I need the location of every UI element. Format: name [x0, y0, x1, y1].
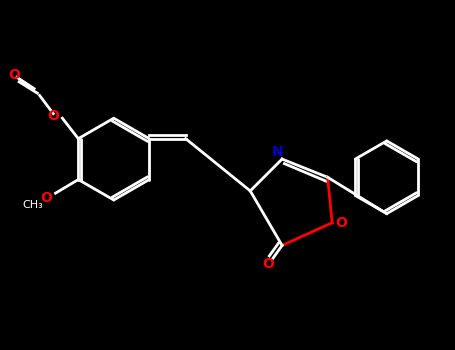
- Text: O: O: [9, 68, 20, 82]
- Text: O: O: [335, 216, 347, 230]
- Text: O: O: [263, 257, 274, 271]
- Text: O: O: [40, 191, 52, 205]
- Text: CH₃: CH₃: [22, 199, 43, 210]
- Text: N: N: [272, 145, 283, 159]
- Text: O: O: [47, 109, 59, 123]
